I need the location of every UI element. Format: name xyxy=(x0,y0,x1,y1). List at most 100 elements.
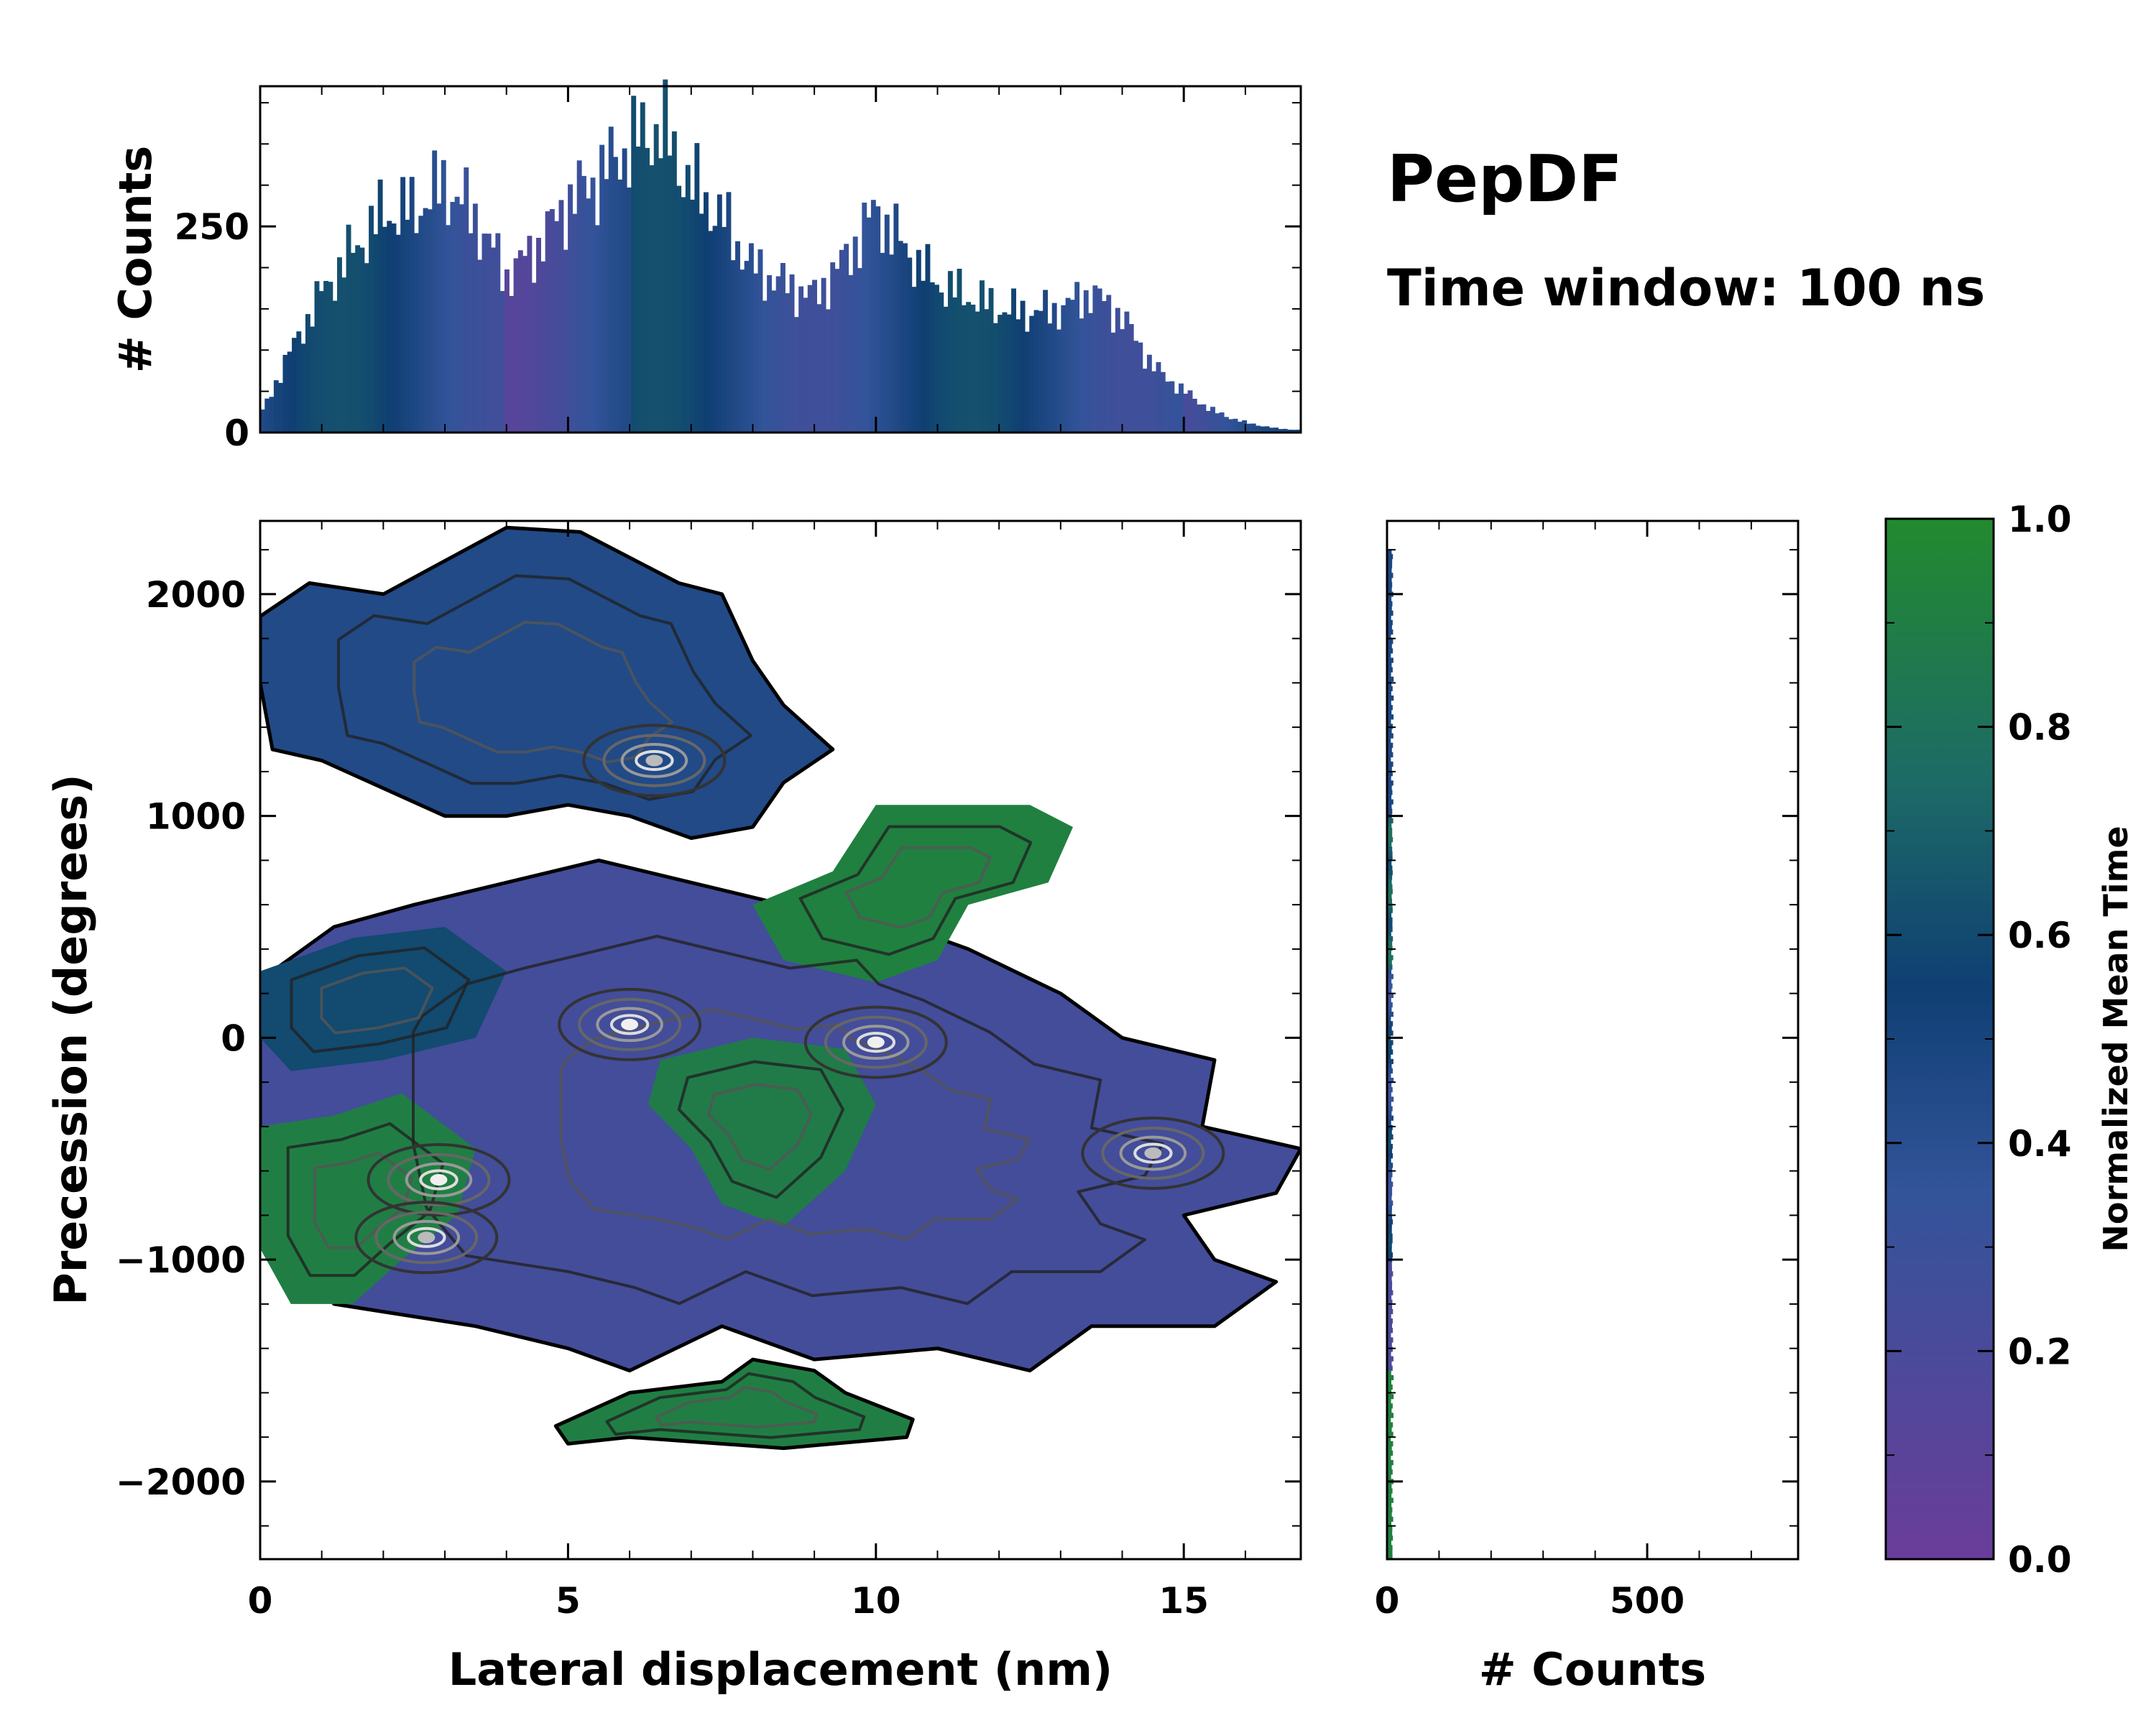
top-histogram-bar xyxy=(690,199,695,433)
right-histogram-bars xyxy=(1387,549,1394,1560)
right-histogram-bar xyxy=(1387,992,1393,998)
colorbar-tick-label: 0.8 xyxy=(2008,707,2072,749)
top-histogram-bar xyxy=(1160,371,1166,433)
top-histogram-bar xyxy=(645,147,650,433)
top-histogram-bar xyxy=(966,302,972,433)
right-histogram-bar xyxy=(1387,1058,1393,1064)
right-histogram-bar xyxy=(1387,1280,1393,1286)
top-histogram-bar xyxy=(491,247,496,433)
top-histogram-bar xyxy=(264,398,270,433)
top-histogram-bar xyxy=(1101,301,1107,433)
top-histogram-bar xyxy=(391,223,397,433)
top-histogram-bar xyxy=(1260,426,1266,433)
right-histogram-bar xyxy=(1387,1144,1393,1150)
top-histogram-bar xyxy=(1146,354,1152,433)
top-histogram-bar xyxy=(513,258,519,433)
right-histogram-bar xyxy=(1387,1413,1393,1418)
top-histogram-bar xyxy=(586,198,591,433)
top-histogram-bar xyxy=(726,192,732,433)
right-histogram-bar xyxy=(1387,1115,1393,1121)
colorbar-ticks: 0.0 0.2 0.4 0.6 0.8 1.0 xyxy=(1886,499,2072,1581)
right-histogram-bar xyxy=(1387,1262,1392,1267)
top-histogram-bar xyxy=(1282,428,1288,433)
top-histogram-bar xyxy=(685,165,691,433)
top-histogram-bar xyxy=(314,281,320,433)
right-histogram-bar xyxy=(1387,747,1392,753)
top-histogram-bar xyxy=(300,343,306,433)
top-histogram-bar xyxy=(1024,331,1030,433)
right-histogram-bar xyxy=(1387,1176,1392,1183)
right-histogram-bar xyxy=(1387,946,1393,951)
hotspot-contour xyxy=(803,1005,948,1079)
right-histogram-bar xyxy=(1387,969,1392,975)
top-histogram-ticks: 0 250 xyxy=(175,86,1301,454)
hotspot-contour xyxy=(620,743,688,778)
right-histogram-bar xyxy=(1387,596,1392,602)
right-histogram-bar xyxy=(1387,1337,1393,1343)
right-histogram-bar xyxy=(1387,1163,1393,1168)
top-histogram-bar xyxy=(441,160,446,433)
right-histogram-bar xyxy=(1387,568,1392,573)
right-histogram-bar xyxy=(1387,1540,1391,1546)
right-histogram-bar xyxy=(1387,959,1392,966)
right-histogram-bar xyxy=(1387,606,1392,611)
right-histogram-bar xyxy=(1387,558,1393,564)
top-histogram-bar xyxy=(862,203,867,433)
right-histogram-bar xyxy=(1387,1493,1392,1499)
right-histogram-bar xyxy=(1387,685,1393,692)
right-histogram-bar xyxy=(1387,936,1393,942)
right-histogram-bar xyxy=(1387,860,1392,867)
right-histogram-bar xyxy=(1387,1238,1393,1244)
top-histogram-bar xyxy=(635,147,641,433)
top-histogram-bar xyxy=(477,259,483,433)
top-histogram-bar xyxy=(1187,390,1193,433)
right-histogram-bar xyxy=(1387,1021,1393,1027)
main-axis-ticks: 0 5 10 15 −2000 −1000 0 1000 2000 xyxy=(116,521,1301,1622)
right-histogram-bar xyxy=(1387,1512,1392,1517)
top-histogram-bar xyxy=(893,203,899,433)
top-histogram-bar xyxy=(793,317,799,433)
top-histogram-bar xyxy=(1197,405,1202,433)
right-histogram-bar xyxy=(1387,856,1393,861)
top-histogram-bar xyxy=(1183,393,1189,433)
right-histogram-bar xyxy=(1387,582,1393,588)
right-histogram-bar xyxy=(1387,1526,1393,1532)
colorbar-tick-label: 0.4 xyxy=(2008,1123,2072,1165)
right-histogram-bar xyxy=(1387,1554,1393,1560)
top-histogram-bar xyxy=(1029,315,1035,433)
right-histogram-ticks: 0 500 xyxy=(1375,521,1798,1622)
top-histogram-bar xyxy=(1296,430,1302,433)
top-histogram-bar xyxy=(934,285,939,433)
right-histogram-bar xyxy=(1387,1045,1392,1050)
top-histogram-bar xyxy=(807,285,813,433)
top-histogram-bar xyxy=(640,102,645,433)
middle-purple-cluster-contour xyxy=(412,935,1164,1306)
top-histogram-bar xyxy=(1174,393,1179,433)
hotspot-peak xyxy=(1144,1147,1162,1159)
right-histogram-bar xyxy=(1387,1181,1393,1187)
right-histogram-bar xyxy=(1387,941,1393,946)
right-histogram-bar xyxy=(1387,1417,1391,1423)
top-histogram-bar xyxy=(359,247,365,433)
top-histogram-bar xyxy=(1138,342,1143,433)
right-histogram-bar xyxy=(1387,1356,1393,1362)
right-histogram-bar xyxy=(1387,648,1393,654)
top-histogram-bar xyxy=(663,79,668,433)
top-histogram-bar xyxy=(549,209,555,433)
top-histogram-bar xyxy=(554,221,560,433)
top-histogram-bar xyxy=(812,279,817,433)
top-histogram-bar xyxy=(929,282,935,433)
right-histogram-bar xyxy=(1387,950,1391,956)
top-histogram-bar xyxy=(681,197,686,433)
right-histogram-bar xyxy=(1387,1299,1393,1305)
top-histogram-bar xyxy=(722,226,727,433)
top-histogram-bar xyxy=(694,143,700,433)
hotspot-contour xyxy=(824,1015,928,1069)
right-histogram-bar xyxy=(1387,1252,1393,1258)
top-histogram-bar xyxy=(1061,305,1067,433)
right-histogram-bar xyxy=(1387,549,1392,555)
top-histogram-bar xyxy=(767,275,773,433)
top-histogram-bar xyxy=(468,233,474,433)
right-histogram-bar xyxy=(1387,1002,1393,1008)
right-histogram-bar xyxy=(1387,1497,1393,1503)
